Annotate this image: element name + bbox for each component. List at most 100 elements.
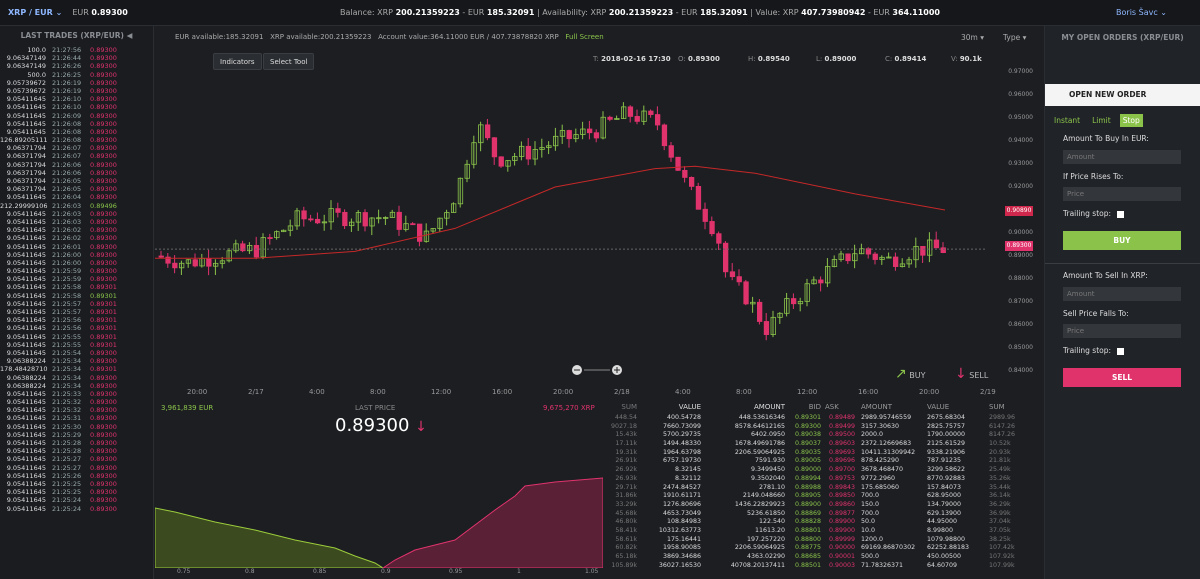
book-cell: 2372.12669683	[861, 440, 912, 448]
order-book-row[interactable]: 15.43k 5700.29735 6402.0950 0.89038 0.89500 2…	[603, 431, 1043, 440]
sell-indicator[interactable]: ↓ SELL	[955, 366, 989, 382]
open-new-order-tab[interactable]: OPEN NEW ORDER	[1045, 84, 1200, 106]
order-book-row[interactable]: 60.82k 1958.90085 2206.59064925 0.88775 0.90…	[603, 544, 1043, 553]
sell-price-input[interactable]: Price	[1063, 324, 1181, 338]
book-cell: 4653.73049	[662, 509, 701, 517]
trade-amount: 126.89205111	[0, 136, 48, 145]
trailing-checkbox[interactable]	[1117, 347, 1125, 355]
order-book-row[interactable]: 26.91k 6757.19730 7591.930 0.89005 0.89696 87…	[603, 457, 1043, 466]
book-cell: 0.89500	[828, 431, 855, 439]
tab-instant[interactable]: Instant	[1054, 116, 1081, 125]
book-cell: 0.89700	[828, 466, 855, 474]
buy-price-input[interactable]: Price	[1063, 187, 1181, 201]
depth-x-tick: 0.9	[381, 568, 391, 575]
order-book-row[interactable]: 46.80k 108.84983 122.540 0.88828 0.89900 50.0…	[603, 518, 1043, 527]
trailing-checkbox[interactable]	[1117, 210, 1125, 218]
indicators-button[interactable]: Indicators	[213, 53, 262, 70]
order-book-row[interactable]: 17.11k 1494.48330 1678.49691786 0.89037 0.89…	[603, 440, 1043, 449]
trade-price: 0.89301	[90, 283, 117, 292]
trade-time: 21:26:10	[52, 103, 82, 112]
trade-row: 9.05411645 21:25:29 0.89300	[0, 431, 153, 439]
interval-select[interactable]: 30m ▾	[961, 33, 985, 42]
candle-body	[314, 218, 321, 224]
trade-amount: 9.05411645	[6, 299, 46, 308]
trade-amount: 9.06371794	[6, 160, 46, 169]
trade-price: 0.89300	[90, 160, 117, 169]
depth-x-tick: 1	[517, 568, 521, 575]
order-book-row[interactable]: 26.92k 8.32145 9.3499450 0.89000 0.89700 3678…	[603, 466, 1043, 475]
candle-body	[532, 149, 538, 160]
x-tick: 12:00	[431, 388, 452, 396]
book-cell: 31.86k	[615, 492, 637, 500]
sell-button[interactable]: SELL	[1063, 368, 1181, 387]
order-book-row[interactable]: 58.61k 175.16441 197.257220 0.88800 0.89999 1…	[603, 536, 1043, 545]
tab-limit[interactable]: Limit	[1092, 116, 1111, 125]
book-cell: 26.91k	[615, 457, 637, 465]
trade-amount: 9.05411645	[6, 275, 46, 284]
collapse-icon[interactable]: ◀	[126, 31, 133, 40]
y-tick: 0.94000	[1008, 137, 1033, 144]
order-book-row[interactable]: 33.29k 1276.80696 1436.22829923 0.88900 0.89…	[603, 501, 1043, 510]
order-book-row[interactable]: 58.41k 10312.63773 11613.20 0.88801 0.89900 1…	[603, 527, 1043, 536]
type-select[interactable]: Type ▾	[1003, 33, 1027, 42]
trade-time: 21:26:26	[52, 62, 82, 71]
trade-amount: 9.05411645	[6, 308, 46, 316]
full-screen-link[interactable]: Full Screen	[565, 33, 604, 41]
candle-body	[933, 239, 940, 249]
trade-row: 100.0 21:27:56 0.89300	[0, 46, 153, 54]
order-book-row[interactable]: 9027.18 7660.73099 8578.64612165 0.89300 0.8…	[603, 423, 1043, 432]
book-cell: 0.89603	[828, 440, 855, 448]
trade-row: 9.05411645 21:26:00 0.89300	[0, 259, 153, 267]
trade-row: 9.05411645 21:25:28 0.89300	[0, 439, 153, 447]
buy-button[interactable]: BUY	[1063, 231, 1181, 250]
buy-amount-input[interactable]: Amount	[1063, 150, 1181, 164]
trade-amount: 9.05411645	[6, 422, 46, 431]
candle-body	[539, 147, 545, 150]
trade-price: 0.89300	[90, 348, 117, 357]
trade-time: 21:25:32	[52, 398, 82, 407]
book-cell: 0.89696	[828, 457, 855, 465]
book-cell: 3869.34686	[662, 553, 701, 560]
tab-stop[interactable]: Stop	[1119, 114, 1143, 127]
book-cell: 46.80k	[615, 518, 637, 526]
candle-body	[178, 262, 185, 269]
book-cell: 0.89489	[828, 414, 855, 421]
trade-row: 9.05411645 21:25:26 0.89300	[0, 472, 153, 480]
trade-amount: 500.0	[27, 70, 46, 79]
trade-row: 9.05411645 21:26:10 0.89300	[0, 95, 153, 103]
buy-indicator[interactable]: ↗ BUY	[895, 366, 926, 382]
user-menu[interactable]: Boris Šavc ⌄	[1116, 8, 1167, 17]
buy-trailing-stop[interactable]: Trailing stop:	[1063, 209, 1125, 218]
order-book-row[interactable]: 105.89k 36027.16530 40708.20137411 0.88501 0…	[603, 562, 1043, 571]
zoom-control[interactable]	[571, 364, 623, 376]
order-book-row[interactable]: 45.68k 4653.73049 5236.61850 0.88869 0.89877…	[603, 510, 1043, 519]
y-tick: 0.88000	[1008, 275, 1033, 282]
order-book-row[interactable]: 19.31k 1964.63798 2206.59064925 0.89035 0.89…	[603, 449, 1043, 458]
trade-price: 0.89300	[90, 119, 117, 128]
candle-body	[185, 259, 192, 264]
candle-body	[893, 256, 899, 267]
book-cell: 0.89850	[828, 492, 855, 500]
book-cell: 787.91235	[927, 457, 962, 465]
price-chart[interactable]: EUR available:185.32091 XRP available:20…	[155, 26, 1043, 400]
candlestick-plot[interactable]	[155, 26, 985, 400]
trade-row: 9.05411645 21:25:25 0.89300	[0, 488, 153, 496]
order-book-row[interactable]: 65.18k 3869.34686 4363.02290 0.88685 0.90001…	[603, 553, 1043, 562]
select-tool-button[interactable]: Select Tool	[263, 53, 315, 70]
sell-amount-input[interactable]: Amount	[1063, 287, 1181, 301]
pair-selector[interactable]: XRP / EUR ⌄	[8, 8, 63, 17]
order-book-row[interactable]: 31.86k 1910.61171 2149.048660 0.88905 0.8985…	[603, 492, 1043, 501]
trade-row: 9.05411645 21:25:58 0.89301	[0, 283, 153, 291]
book-cell: 58.41k	[615, 526, 637, 534]
x-tick: 20:00	[553, 388, 574, 396]
depth-plot	[155, 477, 603, 568]
candle-body	[410, 223, 416, 226]
trade-row: 9.05411645 21:26:04 0.89300	[0, 193, 153, 201]
order-book-row[interactable]: 29.71k 2474.84527 2781.10 0.88988 0.89843 175…	[603, 484, 1043, 493]
order-book-row[interactable]: 448.54 400.54728 448.53616346 0.89301 0.8948…	[603, 414, 1043, 423]
order-book-row[interactable]: 26.93k 8.32112 9.3502040 0.88994 0.89753 9772…	[603, 475, 1043, 484]
sell-trailing-stop[interactable]: Trailing stop:	[1063, 346, 1125, 355]
book-cell: 62252.88183	[927, 544, 970, 552]
y-tick: 0.95000	[1008, 114, 1033, 121]
trade-time: 21:25:54	[52, 348, 82, 357]
